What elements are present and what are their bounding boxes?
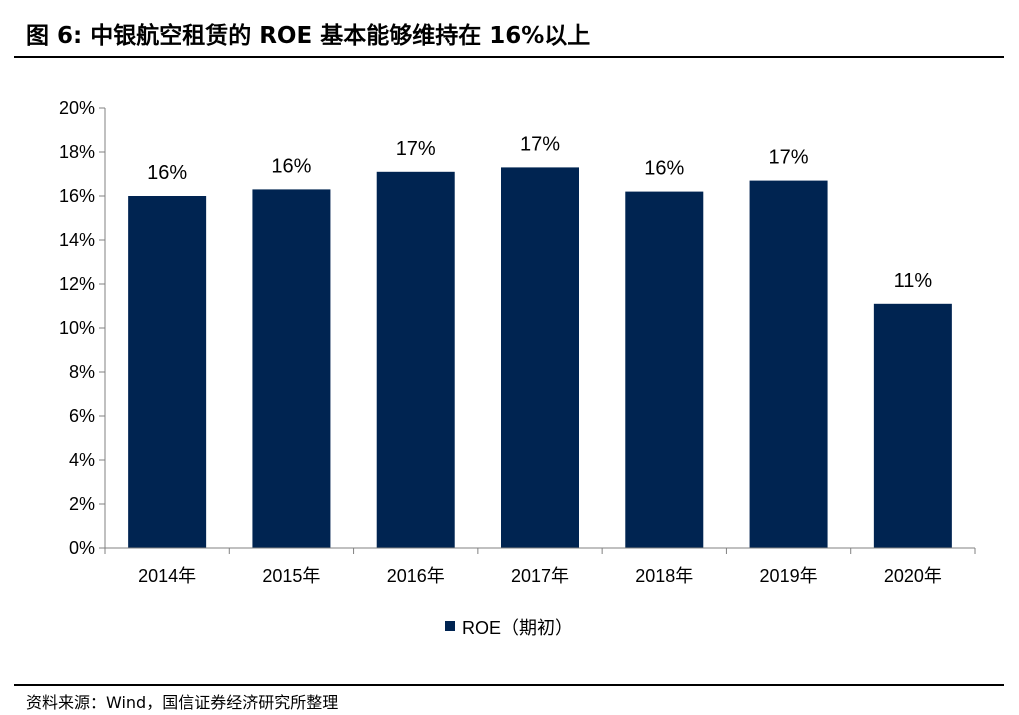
- footer-divider: [14, 684, 1004, 686]
- bar: [252, 189, 331, 548]
- y-tick-label: 18%: [59, 142, 95, 162]
- figure-header: 图 6: 中银航空租赁的 ROE 基本能够维持在 16%以上: [0, 0, 1019, 58]
- bar: [625, 191, 704, 548]
- legend-label: ROE（期初）: [462, 618, 573, 638]
- x-tick-label: 2015年: [262, 566, 320, 586]
- data-label: 16%: [644, 158, 684, 180]
- title-divider: [14, 56, 1004, 58]
- figure-title: 图 6: 中银航空租赁的 ROE 基本能够维持在 16%以上: [26, 23, 591, 49]
- bar: [749, 180, 828, 548]
- x-tick-label: 2014年: [138, 566, 196, 586]
- data-label: 17%: [769, 147, 809, 169]
- legend-swatch: [445, 621, 455, 631]
- y-tick-label: 20%: [59, 98, 95, 118]
- bar: [376, 171, 455, 549]
- data-label: 17%: [520, 133, 560, 155]
- y-tick-label: 6%: [69, 406, 95, 426]
- x-tick-label: 2020年: [884, 566, 942, 586]
- source-note: 资料来源：Wind，国信证券经济研究所整理: [26, 693, 339, 712]
- y-tick-label: 16%: [59, 186, 95, 206]
- bar: [501, 167, 579, 548]
- bar: [128, 196, 207, 548]
- y-tick-label: 10%: [59, 318, 95, 338]
- data-label: 16%: [147, 162, 187, 184]
- bar-series: 16% 16% 17% 17% 16% 17% 11%: [128, 133, 952, 549]
- roe-bar-chart: 0% 2% 4% 6% 8% 10% 12% 14% 16% 18% 20% 16% 16% 17% 17…: [59, 98, 976, 638]
- data-label: 16%: [271, 155, 311, 177]
- data-label: 17%: [396, 138, 436, 160]
- legend: ROE（期初）: [445, 618, 573, 638]
- x-tick-label: 2018年: [635, 566, 693, 586]
- x-axis: 2014年 2015年 2016年 2017年 2018年 2019年 2020年: [104, 547, 976, 586]
- y-tick-label: 12%: [59, 274, 95, 294]
- x-tick-label: 2016年: [387, 566, 445, 586]
- y-tick-label: 8%: [69, 362, 95, 382]
- y-tick-label: 0%: [69, 538, 95, 558]
- y-tick-label: 14%: [59, 230, 95, 250]
- y-tick-label: 4%: [69, 450, 95, 470]
- y-tick-label: 2%: [69, 494, 95, 514]
- x-tick-label: 2017年: [511, 566, 569, 586]
- data-label: 11%: [894, 270, 933, 292]
- y-axis: 0% 2% 4% 6% 8% 10% 12% 14% 16% 18% 20%: [59, 98, 106, 558]
- bar: [873, 303, 952, 548]
- x-tick-label: 2019年: [760, 566, 818, 586]
